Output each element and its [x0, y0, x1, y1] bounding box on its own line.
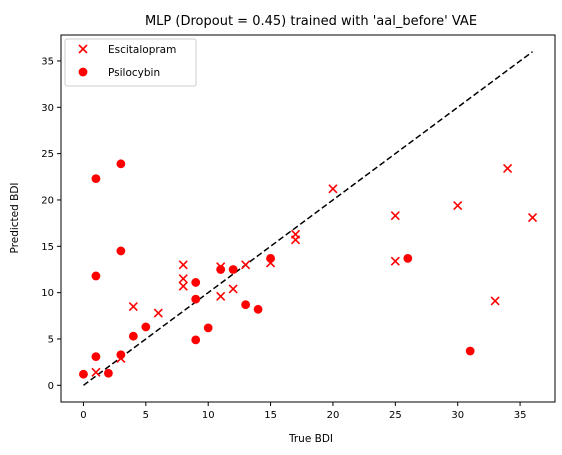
escitalopram-point [216, 291, 226, 301]
escitalopram-point [328, 184, 338, 194]
psilocybin-point [253, 304, 263, 314]
psilocybin-point [79, 369, 88, 379]
legend-marker-psilocybin [78, 67, 88, 77]
y-tick-label: 5 [48, 334, 54, 345]
x-tick-label: 25 [389, 410, 402, 421]
legend-label-psilocybin: Psilocybin [108, 67, 160, 79]
chart-title: MLP (Dropout = 0.45) trained with 'aal_b… [145, 14, 477, 29]
psilocybin-point [465, 346, 475, 356]
psilocybin-point [128, 331, 138, 341]
escitalopram-point [91, 367, 101, 377]
psilocybin-point [116, 246, 126, 256]
x-tick-label: 20 [327, 410, 340, 421]
psilocybin-point [191, 294, 201, 304]
escitalopram-point [241, 260, 251, 270]
x-tick-label: 5 [143, 410, 149, 421]
y-tick-label: 10 [41, 288, 54, 299]
y-axis-label: Predicted BDI [9, 182, 21, 253]
x-tick-label: 30 [451, 410, 464, 421]
psilocybin-point [228, 265, 238, 274]
psilocybin-point [116, 350, 126, 360]
y-tick-label: 15 [41, 242, 54, 253]
escitalopram-point [178, 260, 188, 270]
escitalopram-point [390, 256, 400, 266]
escitalopram-point [390, 211, 400, 221]
escitalopram-point [453, 200, 463, 211]
escitalopram-point [128, 301, 138, 312]
y-axis: 0 5 10 15 20 25 30 35 [41, 56, 61, 392]
psilocybin-point [266, 253, 275, 263]
psilocybin-point [104, 368, 113, 378]
psilocybin-point [191, 335, 201, 345]
plot-area [79, 51, 538, 386]
legend-box [64, 38, 197, 87]
legend-marker-escitalopram [78, 44, 88, 54]
psilocybin-point [203, 323, 213, 333]
psilocybin-point [91, 352, 101, 361]
legend-label-escitalopram: Escitalopram [108, 44, 176, 56]
escitalopram-point [178, 274, 188, 284]
y-tick-label: 25 [41, 149, 54, 160]
escitalopram-point [228, 284, 238, 294]
y-tick-label: 0 [48, 381, 54, 392]
escitalopram-point [527, 213, 538, 223]
x-axis-label: True BDI [288, 433, 333, 445]
psilocybin-point [403, 253, 413, 263]
psilocybin-point [191, 278, 201, 287]
y-tick-label: 30 [41, 103, 54, 114]
x-tick-label: 15 [264, 410, 277, 421]
x-axis: 0 5 10 15 20 25 30 35 [80, 402, 526, 421]
psilocybin-point [141, 322, 151, 332]
x-tick-label: 35 [514, 410, 527, 421]
psilocybin-point [241, 300, 251, 310]
legend-circle [78, 67, 88, 77]
escitalopram-point [290, 229, 301, 239]
y-tick-label: 20 [41, 195, 54, 206]
identity-reference-line [83, 51, 533, 386]
psilocybin-point [91, 174, 101, 184]
psilocybin-point [116, 159, 126, 169]
psilocybin-point [91, 271, 101, 281]
escitalopram-point [503, 163, 513, 174]
x-tick-label: 10 [202, 410, 215, 421]
legend: Escitalopram Psilocybin [64, 38, 197, 87]
escitalopram-point [490, 296, 500, 306]
plot-frame [60, 34, 556, 403]
escitalopram-point [153, 308, 163, 318]
y-tick-label: 35 [41, 56, 54, 67]
psilocybin-point [216, 265, 226, 274]
escitalopram-point [178, 281, 188, 291]
x-tick-label: 0 [80, 410, 86, 421]
